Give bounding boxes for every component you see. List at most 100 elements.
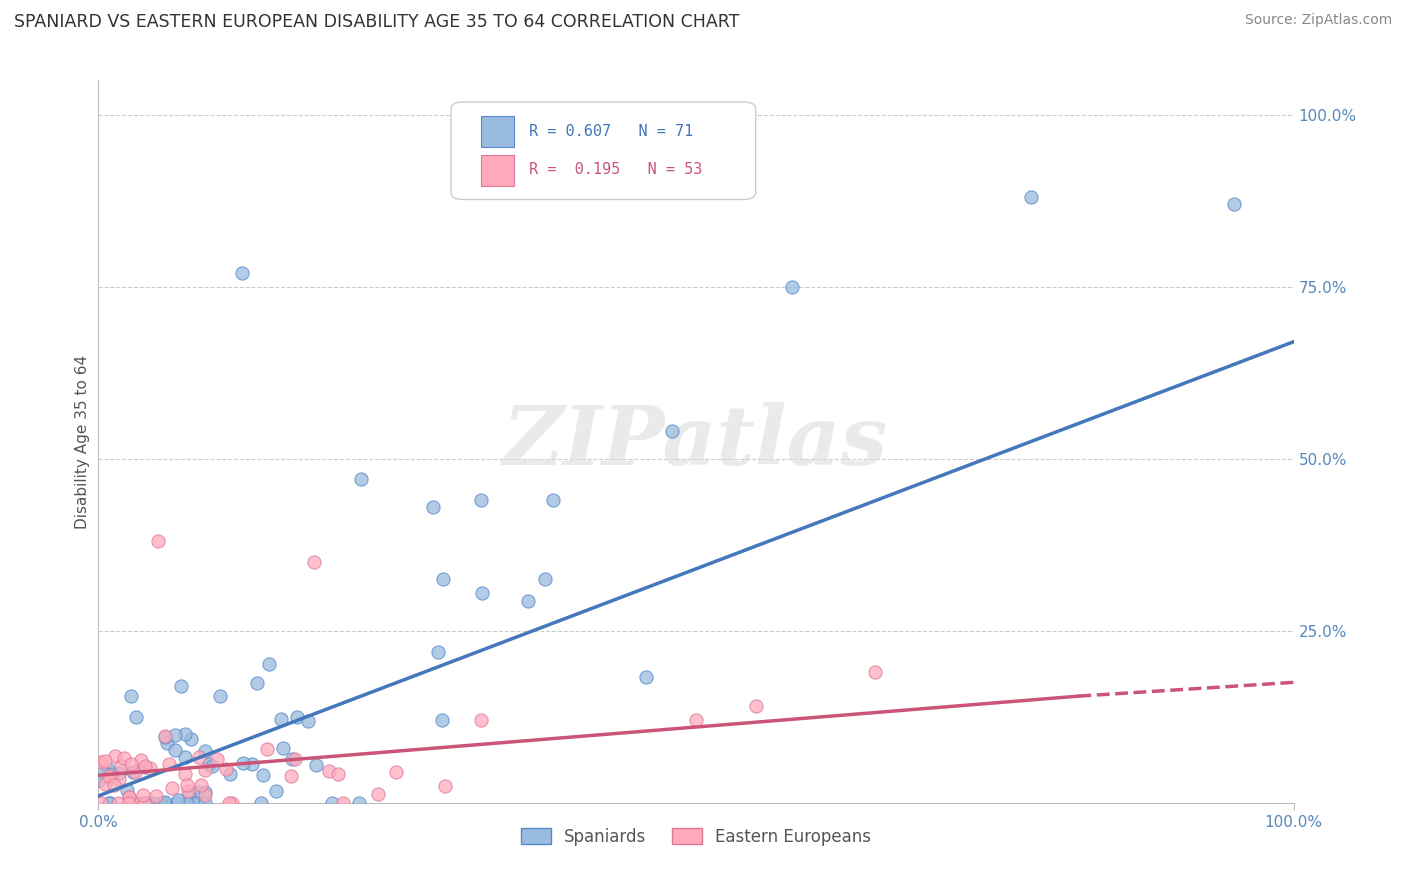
Point: [517, 593, 540, 607]
Point: [163, 742, 186, 756]
Point: [90, 756, 112, 770]
Point: [541, 493, 564, 508]
Point: [232, 756, 254, 770]
Point: [865, 665, 887, 679]
Point: [256, 742, 278, 756]
Point: [98, 769, 121, 783]
Point: [124, 765, 146, 780]
Point: [350, 472, 373, 486]
Point: [252, 768, 274, 782]
Legend: Spaniards, Eastern Europeans: Spaniards, Eastern Europeans: [515, 821, 877, 852]
Point: [190, 779, 212, 793]
Point: [108, 765, 131, 780]
Point: [165, 728, 187, 742]
Point: [180, 731, 202, 746]
Point: [148, 534, 170, 549]
Point: [176, 778, 198, 792]
Point: [207, 751, 229, 765]
Point: [367, 787, 389, 801]
Point: [349, 796, 371, 810]
Y-axis label: Disability Age 35 to 64: Disability Age 35 to 64: [75, 354, 90, 529]
Text: ZIPatlas: ZIPatlas: [503, 401, 889, 482]
Point: [149, 796, 172, 810]
Point: [194, 789, 217, 803]
Point: [470, 493, 492, 508]
Point: [321, 796, 343, 810]
Point: [231, 266, 253, 280]
Point: [103, 778, 125, 792]
Point: [302, 555, 325, 569]
Point: [198, 756, 221, 771]
Point: [134, 759, 156, 773]
Point: [160, 780, 183, 795]
Point: [87, 772, 110, 787]
Point: [91, 765, 114, 780]
Point: [187, 785, 209, 799]
Point: [259, 657, 281, 672]
Point: [156, 736, 179, 750]
Point: [201, 759, 224, 773]
Point: [177, 789, 200, 803]
Point: [246, 675, 269, 690]
Point: [153, 795, 176, 809]
Point: [318, 764, 340, 778]
Point: [264, 783, 287, 797]
Point: [221, 796, 243, 810]
Point: [215, 762, 238, 776]
Text: SPANIARD VS EASTERN EUROPEAN DISABILITY AGE 35 TO 64 CORRELATION CHART: SPANIARD VS EASTERN EUROPEAN DISABILITY …: [14, 13, 740, 31]
Point: [107, 796, 129, 810]
Point: [173, 750, 195, 764]
Point: [174, 767, 197, 781]
Point: [118, 790, 141, 805]
Point: [98, 796, 121, 810]
Point: [1019, 190, 1042, 204]
Point: [93, 754, 115, 768]
Point: [120, 757, 142, 772]
Point: [780, 279, 803, 293]
Point: [427, 645, 450, 659]
Point: [167, 793, 190, 807]
Text: R = 0.607   N = 71: R = 0.607 N = 71: [529, 124, 693, 139]
Point: [136, 796, 159, 810]
Point: [432, 713, 454, 727]
Point: [187, 750, 209, 764]
Point: [422, 500, 444, 514]
Point: [533, 572, 555, 586]
Point: [174, 727, 197, 741]
Point: [166, 796, 188, 810]
Point: [131, 788, 153, 802]
Point: [112, 751, 135, 765]
Point: [193, 796, 215, 810]
Point: [101, 767, 124, 781]
Point: [745, 699, 768, 714]
Point: [284, 752, 307, 766]
Point: [1223, 197, 1246, 211]
Point: [170, 679, 193, 693]
Point: [110, 759, 132, 773]
Point: [118, 796, 141, 810]
Point: [250, 796, 273, 810]
Point: [287, 710, 309, 724]
FancyBboxPatch shape: [451, 102, 756, 200]
Point: [184, 796, 207, 810]
Point: [157, 757, 180, 772]
Point: [97, 762, 120, 776]
Text: Source: ZipAtlas.com: Source: ZipAtlas.com: [1244, 13, 1392, 28]
Point: [661, 424, 683, 438]
Point: [141, 796, 163, 810]
Point: [471, 586, 494, 600]
Point: [194, 785, 217, 799]
Point: [194, 744, 217, 758]
Point: [209, 689, 232, 703]
Point: [118, 790, 141, 805]
Point: [384, 764, 406, 779]
Point: [470, 713, 492, 727]
Point: [129, 796, 152, 810]
Point: [94, 777, 117, 791]
Point: [98, 796, 121, 810]
Point: [139, 761, 162, 775]
Point: [132, 796, 155, 810]
Point: [177, 784, 200, 798]
Point: [152, 796, 174, 810]
Point: [104, 749, 127, 764]
